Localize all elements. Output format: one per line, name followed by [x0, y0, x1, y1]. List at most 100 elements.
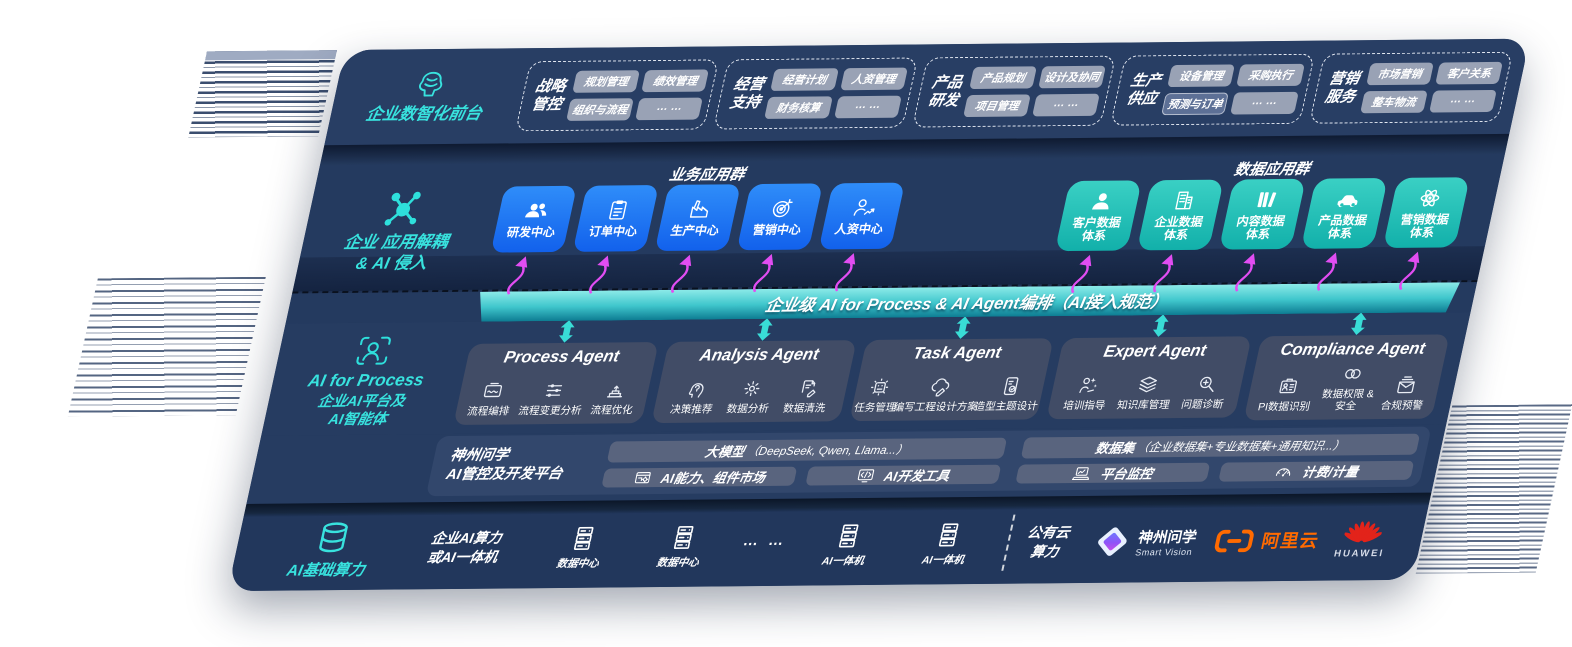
- task-grid-icon: [866, 376, 894, 399]
- compute-nodes: 数据中心 数据中心 … … AI一体机 AI一体机: [537, 519, 990, 570]
- vendor-logos: 神州问学 Smart Vision 阿里云 HUAWEI: [1073, 519, 1410, 562]
- target-icon: [766, 196, 796, 221]
- agent-box: Process Agent 流程编排 流程变更分析 流程优化: [453, 342, 659, 425]
- agent-item: 流程编排: [466, 379, 516, 418]
- atom-gear-icon: [738, 377, 766, 400]
- agent-item-label: 知识库管理: [1115, 399, 1171, 412]
- business-center-3: 生产中心: [654, 184, 741, 293]
- agent-item-label: 数据权限 & 安全: [1320, 388, 1376, 413]
- teal-double-arrow: [757, 318, 773, 341]
- agent-box: Expert Agent 培训指导 知识库管理 问题诊断: [1046, 336, 1252, 420]
- capability-chip: 人资管理: [839, 67, 908, 91]
- main-panel: 企业数智化前台 战略 管控 规划管理 绩效管理 组织与流程… … 经营 支持 经营计划 人资管理…: [227, 38, 1530, 592]
- huawei-wordmark: HUAWEI: [1332, 548, 1386, 560]
- platform-cell-label: 计费/计量: [1300, 464, 1360, 480]
- agent-item: 任务管理: [852, 376, 901, 415]
- platform-col-1: 大模型 （DeepSeek, Qwen, Llama...） AI能力、组件市场 AI…: [601, 437, 1007, 488]
- app-groups-area: 业务应用群 研发中心 订单中心 生产中心 营销中心 人资中心 数据应用群 客户数据 体系企…: [300, 154, 1505, 295]
- platform-cell-market-icon: AI能力、组件市场: [601, 466, 798, 488]
- car-icon: [1332, 186, 1362, 211]
- data-system-label: 企业数据 体系: [1153, 214, 1205, 243]
- agent-analysis-agent: Analysis Agent 决策推荐 数据分析 数据清洗: [650, 318, 861, 424]
- training-icon: [1075, 374, 1103, 397]
- agent-item-label: 问题诊断: [1180, 398, 1225, 411]
- server-icon: [566, 523, 601, 552]
- business-center-1: 研发中心: [490, 185, 577, 295]
- capability-chip: … …: [1428, 89, 1497, 113]
- agent-item: PI数据识别: [1257, 375, 1317, 414]
- agent-title: Process Agent: [502, 347, 622, 367]
- business-center-label: 营销中心: [751, 222, 803, 238]
- smartvision-logo: 神州问学 Smart Vision: [1092, 524, 1199, 559]
- platform-bar-title: 大模型: [703, 444, 746, 460]
- sliders-icon: [540, 379, 568, 402]
- agent-items: 决策推荐 数据分析 数据清洗: [656, 367, 846, 416]
- front-group-1: 战略 管控 规划管理 绩效管理 组织与流程… …: [514, 59, 720, 132]
- teal-double-arrow: [559, 320, 575, 343]
- agent-item-label: 流程优化: [589, 404, 634, 417]
- agent-item-label: 合规预警: [1379, 399, 1425, 413]
- agent-title: Expert Agent: [1102, 341, 1209, 361]
- agent-process-agent: Process Agent 流程编排 流程变更分析 流程优化: [453, 320, 663, 425]
- front-layer-title: 企业数智化前台: [364, 104, 484, 125]
- front-group-chips: 产品规划 设计及协同 项目管理… …: [962, 65, 1107, 118]
- platform-cells: 平台监控 计费/计量: [1014, 460, 1415, 484]
- layers-icon: [1134, 373, 1162, 396]
- capability-chip: 整车物流: [1359, 90, 1428, 114]
- agent-box: Task Agent 任务管理 编写工程设计方案 造型主题设计: [848, 338, 1055, 422]
- magenta-flow-arrow: [671, 254, 692, 293]
- teal-double-arrow: [1350, 312, 1367, 336]
- data-system-3: 内容数据 体系: [1218, 178, 1306, 292]
- alicloud-wordmark: 阿里云: [1259, 530, 1321, 552]
- agent-item-label: 数据分析: [725, 402, 770, 416]
- compute-node-5: AI一体机: [902, 519, 990, 567]
- agent-item: 流程优化: [589, 378, 639, 417]
- business-center-label: 订单中心: [587, 224, 639, 239]
- agent-item-label: 编写工程设计方案: [892, 400, 980, 414]
- doc-clean-icon: [795, 376, 823, 399]
- agent-item: 数据清洗: [782, 376, 832, 415]
- clipboard-icon: [602, 198, 632, 223]
- capability-chip: … …: [1230, 91, 1299, 115]
- market-icon: [631, 468, 654, 487]
- agent-item-label: PI数据识别: [1256, 400, 1312, 414]
- front-groups: 战略 管控 规划管理 绩效管理 组织与流程… … 经营 支持 经营计划 人资管理 财务核算… … 产…: [510, 39, 1530, 144]
- agent-items: PI数据识别 数据权限 & 安全 合规预警: [1249, 362, 1440, 414]
- ai-layer-label-block: AI for Process 企业AI平台及 AI智能体: [261, 322, 471, 436]
- agent-item: 合规预警: [1379, 374, 1429, 413]
- agent-item: 培训指导: [1062, 374, 1112, 413]
- agent-items: 任务管理 编写工程设计方案 造型主题设计: [852, 365, 1044, 415]
- agent-item-label: 任务管理: [852, 401, 898, 415]
- rings-icon: [1338, 362, 1366, 385]
- business-boxes: 研发中心 订单中心 生产中心 营销中心 人资中心: [490, 182, 905, 295]
- agent-title: Compliance Agent: [1278, 339, 1427, 360]
- agent-item: 数据分析: [725, 377, 775, 416]
- agent-item: 造型主题设计: [973, 374, 1042, 413]
- compute-layer-row: AI基础算力 企业AI算力 或AI一体机 数据中心 数据中心 … … AI一体机 AI一体…: [227, 505, 1429, 592]
- magenta-flow-arrow: [1235, 253, 1256, 292]
- front-group-chips: 规划管理 绩效管理 组织与流程… …: [566, 69, 710, 121]
- platform-cell-devtools-icon: AI开发工具: [804, 464, 1001, 486]
- capability-chip: 客户关系: [1434, 61, 1503, 85]
- business-center-label: 研发中心: [505, 225, 557, 240]
- data-system-1: 客户数据 体系: [1054, 180, 1142, 294]
- decor-stripes-mid-left: [67, 276, 266, 417]
- compute-node-label: 数据中心: [655, 556, 701, 569]
- data-system-4: 产品数据 体系: [1300, 177, 1388, 291]
- agent-box: Analysis Agent 决策推荐 数据分析 数据清洗: [650, 340, 857, 424]
- platform-title: 神州问学 AI管控及开发平台: [444, 447, 565, 484]
- capability-chip: 经营计划: [770, 68, 839, 91]
- data-system-label: 产品数据 体系: [1317, 212, 1369, 241]
- books-icon: [1250, 187, 1280, 212]
- mail-alert-icon: [1392, 374, 1420, 397]
- magenta-flow-arrow: [507, 256, 528, 295]
- front-group-3: 产品 研发 产品规划 设计及协同 项目管理… …: [911, 55, 1117, 128]
- database-icon: [311, 518, 356, 555]
- agent-item-label: 决策推荐: [668, 403, 714, 416]
- business-center-2: 订单中心: [572, 184, 659, 294]
- capability-chip: … …: [635, 97, 704, 121]
- platform-cell-monitor-icon: 平台监控: [1014, 462, 1211, 484]
- alicloud-logo: 阿里云: [1211, 526, 1322, 554]
- design-check-icon: [997, 374, 1025, 397]
- platform-cell-label: AI能力、组件市场: [659, 469, 767, 487]
